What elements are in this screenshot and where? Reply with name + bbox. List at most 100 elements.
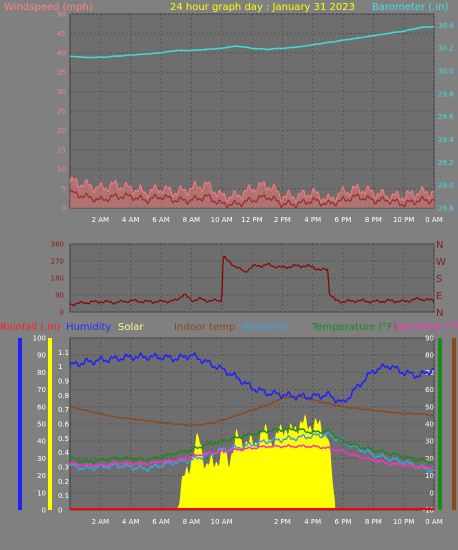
humidity-tick-label: 60: [37, 403, 46, 411]
humidity-tick-label: 40: [37, 438, 46, 446]
barometer-tick-label: 29.6: [438, 113, 454, 121]
time-tick-label: 6 AM: [152, 518, 170, 526]
indoor-temp-line: [69, 395, 435, 427]
windspeed-tick-label: 0: [62, 205, 66, 213]
humidity-tick-label: 0: [42, 507, 46, 515]
rainfall-tick-label: 0.2: [58, 478, 69, 486]
barometer-tick-label: 30.2: [438, 45, 454, 53]
humidity-tick-label: 30: [37, 455, 46, 463]
compass-label-s: S: [436, 274, 442, 285]
wind-direction-axis: 0 90 180 270 360: [51, 241, 64, 317]
time-tick-label: 4 PM: [304, 216, 321, 224]
barometer-tick-label: 30.4: [438, 22, 454, 30]
rainfall-tick-label: 0.4: [58, 449, 70, 457]
rainfall-axis: 0 0.1 0.2 0.3 0.4 0.5 0.6 0.7 0.8 0.9 1 1.1: [58, 349, 70, 515]
windspeed-line: [69, 189, 435, 209]
time-tick-label: 8 PM: [365, 518, 382, 526]
panel-wind-series: [69, 25, 435, 209]
temperature-tick-label: 20: [425, 455, 434, 463]
rainfall-tick-label: 1: [58, 363, 62, 371]
rainfall-tick-label: 0.1: [58, 492, 69, 500]
legend-dew-point-f: Dew Point (°F): [392, 322, 458, 333]
time-tick-label: 8 PM: [365, 216, 382, 224]
rainfall-tick-label: 0.8: [58, 392, 69, 400]
time-tick-label: 0 AM: [425, 216, 443, 224]
windspeed-axis-title: Windspeed (mph): [4, 2, 93, 13]
panel-temperature-time-axis: 2 AM 4 AM 6 AM 8 AM 10 AM 2 PM 4 PM 6 PM 8 PM 10 …: [92, 518, 443, 526]
time-tick-label: 2 PM: [274, 216, 291, 224]
time-tick-label: 0 AM: [425, 518, 443, 526]
wind-direction-line: [69, 255, 435, 307]
direction-tick-label: 360: [51, 241, 64, 249]
windspeed-tick-label: 35: [57, 69, 66, 77]
temperature-axis: -10 0 10 20 30 40 50 60 70 80 90: [423, 335, 434, 515]
compass-label-n: N: [436, 308, 443, 319]
temperature-tick-label: 10: [425, 472, 434, 480]
barometer-line: [69, 25, 435, 59]
time-tick-label: 2 AM: [92, 216, 110, 224]
rainfall-tick-label: 0.6: [58, 421, 70, 429]
windspeed-axis: 0 5 10 15 20 25 30 35 40 45 50: [57, 11, 66, 213]
barometer-axis-title: Barometer (.in): [372, 2, 448, 13]
windspeed-tick-label: 5: [62, 185, 66, 193]
temperature-f-line: [69, 426, 435, 465]
indoor-temp-axis-bar: [452, 338, 456, 510]
solar-axis-bar: [48, 338, 52, 510]
legend-temperature-f: Temperature (°F): [311, 322, 397, 333]
panel-temperature-legend: Rainfall (.in) Humidity Solar Indoor temp Wi…: [0, 322, 458, 333]
wind-gust-area: [70, 177, 434, 208]
compass-label-e: E: [436, 291, 442, 302]
legend-solar: Solar: [118, 322, 144, 333]
legend-rainfall-in: Rainfall (.in): [0, 322, 61, 333]
rainfall-tick-label: 0: [58, 507, 62, 515]
legend-indoor-temp: Indoor temp: [174, 322, 235, 333]
panel-temperature-series: [69, 352, 435, 510]
compass-label-w: W: [436, 257, 446, 268]
time-tick-label: 8 AM: [183, 518, 201, 526]
time-tick-label: 8 AM: [183, 216, 201, 224]
direction-tick-label: 270: [51, 258, 64, 266]
windspeed-tick-label: 15: [57, 146, 66, 154]
time-tick-label: 10 PM: [393, 216, 414, 224]
compass-label-n: N: [436, 240, 443, 251]
time-tick-label: 4 AM: [122, 518, 140, 526]
temperature-tick-label: 80: [425, 352, 434, 360]
barometer-tick-label: 28.8: [438, 205, 454, 213]
humidity-tick-label: 20: [37, 472, 46, 480]
time-tick-label: 10 PM: [393, 518, 414, 526]
rainfall-tick-label: 0.3: [58, 464, 69, 472]
solar-series: [70, 414, 434, 510]
humidity-axis-bar: [18, 338, 22, 510]
humidity-line: [69, 352, 435, 404]
dew-point-f-line: [69, 444, 435, 470]
temperature-tick-label: 30: [425, 438, 434, 446]
rainfall-tick-label: 1.1: [58, 349, 69, 357]
windspeed-tick-label: 25: [57, 108, 66, 116]
rainfall-tick-label: 0.5: [58, 435, 69, 443]
time-tick-label: 2 PM: [274, 518, 291, 526]
humidity-tick-label: 100: [33, 335, 46, 343]
humidity-tick-label: 70: [37, 386, 46, 394]
panel-wind-grid: [70, 13, 435, 209]
wind-direction-grid: [70, 243, 435, 313]
windspeed-tick-label: 30: [57, 88, 66, 96]
panel-wind-time-axis: 2 AM 4 AM 6 AM 8 AM 10 AM 12 PM 2 PM 4 PM 6 PM 8 …: [92, 216, 443, 224]
chart-title: 24 hour graph day : January 31 2023: [170, 2, 355, 13]
barometer-tick-label: 29.4: [438, 136, 454, 144]
barometer-tick-label: 29.0: [438, 182, 454, 190]
humidity-tick-label: 50: [37, 421, 46, 429]
rainfall-tick-label: 0.9: [58, 378, 69, 386]
wind-direction-series: [69, 255, 435, 307]
wind-gust-line: [69, 176, 435, 203]
barometer-axis: 28.8 29.0 29.2 29.4 29.6 29.8 30.0 30.2 30.4: [438, 22, 454, 213]
windspeed-tick-label: 20: [57, 127, 66, 135]
windspeed-tick-label: 10: [57, 166, 66, 174]
humidity-axis: 0 10 20 30 40 50 60 70 80 90 100: [33, 335, 46, 515]
temperature-tick-label: 60: [425, 386, 434, 394]
temperature-tick-label: 0: [430, 489, 434, 497]
temperature-tick-label: 90: [425, 335, 434, 343]
time-tick-label: 4 AM: [122, 216, 140, 224]
direction-tick-label: 180: [51, 275, 64, 283]
